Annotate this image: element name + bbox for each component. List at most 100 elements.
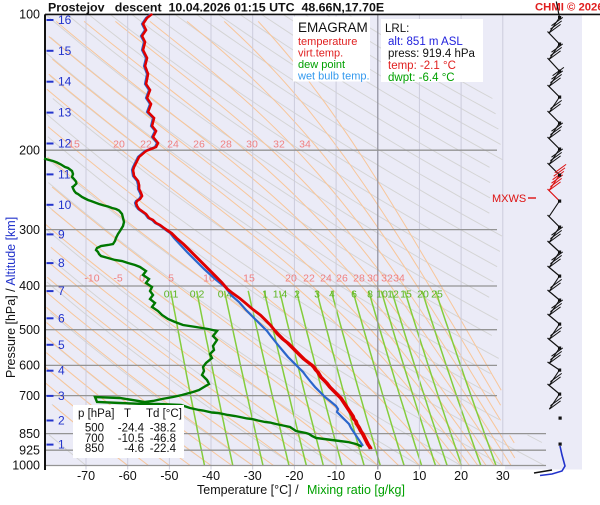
svg-text:-10: -10 — [84, 273, 99, 285]
svg-text:-50: -50 — [160, 469, 178, 483]
svg-text:1000: 1000 — [12, 459, 40, 473]
svg-text:-24.4: -24.4 — [118, 423, 145, 435]
svg-text:2: 2 — [58, 414, 65, 428]
svg-text:1.4: 1.4 — [273, 289, 288, 301]
svg-text:22: 22 — [303, 273, 315, 285]
svg-text:LRL:: LRL: — [385, 23, 409, 35]
svg-text:6: 6 — [58, 311, 65, 325]
svg-text:200: 200 — [19, 143, 40, 157]
svg-text:-5: -5 — [113, 273, 122, 285]
svg-text:-70: -70 — [77, 469, 95, 483]
svg-text:30: 30 — [367, 273, 379, 285]
svg-text:12: 12 — [58, 137, 72, 151]
svg-text:dew point: dew point — [298, 59, 345, 71]
svg-text:30: 30 — [246, 139, 258, 151]
svg-text:7: 7 — [58, 284, 65, 298]
svg-text:MXWS: MXWS — [492, 193, 526, 205]
svg-text:850: 850 — [19, 427, 40, 441]
svg-text:-10.5: -10.5 — [118, 433, 144, 445]
svg-text:100: 100 — [19, 8, 40, 22]
svg-text:14: 14 — [58, 75, 72, 89]
svg-text:20: 20 — [285, 273, 297, 285]
svg-text:500: 500 — [19, 323, 40, 337]
svg-text:15: 15 — [68, 139, 80, 151]
svg-text:11: 11 — [58, 167, 71, 181]
svg-text:dwpt: -6.4 °C: dwpt: -6.4 °C — [388, 72, 455, 84]
svg-text:500: 500 — [85, 423, 104, 435]
svg-text:3: 3 — [58, 389, 65, 403]
svg-text:20: 20 — [113, 139, 125, 151]
svg-text:4: 4 — [58, 364, 65, 378]
svg-text:0: 0 — [374, 469, 381, 483]
svg-text:13: 13 — [58, 106, 72, 120]
svg-text:10: 10 — [58, 198, 72, 212]
svg-text:-60: -60 — [119, 469, 137, 483]
svg-text:15: 15 — [400, 289, 412, 301]
svg-text:press: 919.4 hPa: press: 919.4 hPa — [388, 48, 476, 60]
svg-text:34: 34 — [393, 273, 405, 285]
svg-text:0: 0 — [139, 273, 145, 285]
svg-text:EMAGRAM: EMAGRAM — [298, 20, 368, 35]
svg-text:Prostejov descent 10.04.202: Prostejov descent 10.04.2026 01:15 UTC 4… — [48, 1, 384, 15]
svg-text:-20: -20 — [285, 469, 303, 483]
svg-text:700: 700 — [85, 433, 104, 445]
svg-text:8: 8 — [367, 289, 373, 301]
svg-text:temperature: temperature — [298, 36, 357, 48]
svg-text:0.2: 0.2 — [190, 289, 205, 301]
svg-text:1: 1 — [58, 438, 65, 452]
svg-text:26: 26 — [193, 139, 205, 151]
svg-text:22: 22 — [140, 139, 152, 151]
svg-text:25: 25 — [431, 289, 443, 301]
svg-text:10: 10 — [412, 469, 426, 483]
svg-text:10: 10 — [203, 273, 215, 285]
svg-text:925: 925 — [19, 443, 40, 457]
svg-text:virt.temp.: virt.temp. — [298, 48, 343, 60]
svg-text:alt: 851 m ASL: alt: 851 m ASL — [388, 36, 463, 48]
svg-text:2: 2 — [294, 289, 300, 301]
svg-text:15: 15 — [243, 273, 255, 285]
svg-text:8: 8 — [58, 256, 65, 270]
svg-text:400: 400 — [19, 279, 40, 293]
svg-text:600: 600 — [19, 359, 40, 373]
svg-text:wet bulb temp.: wet bulb temp. — [297, 71, 370, 83]
svg-text:T: T — [124, 408, 131, 420]
svg-text:-10: -10 — [327, 469, 345, 483]
svg-text:20: 20 — [454, 469, 468, 483]
svg-text:-4.6: -4.6 — [124, 443, 144, 455]
svg-text:-46.8: -46.8 — [150, 433, 176, 445]
svg-text:3: 3 — [314, 289, 320, 301]
svg-text:300: 300 — [19, 223, 40, 237]
svg-text:0.1: 0.1 — [164, 289, 179, 301]
svg-text:-38.2: -38.2 — [150, 423, 176, 435]
svg-text:28: 28 — [353, 273, 365, 285]
svg-text:16: 16 — [58, 13, 72, 27]
svg-text:700: 700 — [19, 389, 40, 403]
svg-text:32: 32 — [381, 273, 393, 285]
svg-text:12: 12 — [387, 289, 399, 301]
svg-text:5: 5 — [168, 273, 174, 285]
svg-text:10: 10 — [376, 289, 388, 301]
svg-text:Temperature [°C] /: Temperature [°C] / — [197, 483, 299, 497]
svg-text:temp: -2.1 °C: temp: -2.1 °C — [388, 60, 456, 72]
svg-text:1: 1 — [262, 289, 268, 301]
svg-text:24: 24 — [167, 139, 179, 151]
svg-text:CHMI © 2026: CHMI © 2026 — [535, 2, 600, 14]
svg-text:32: 32 — [273, 139, 285, 151]
svg-text:850: 850 — [85, 443, 104, 455]
svg-text:9: 9 — [58, 227, 65, 241]
svg-text:-30: -30 — [244, 469, 262, 483]
svg-text:5: 5 — [58, 338, 65, 352]
svg-text:34: 34 — [299, 139, 311, 151]
svg-text:Mixing ratio [g/kg]: Mixing ratio [g/kg] — [307, 483, 405, 497]
svg-text:6: 6 — [351, 289, 357, 301]
svg-text:Pressure [hPa] / Altitude [k: Pressure [hPa] / Altitude [km] — [4, 217, 18, 378]
svg-text:24: 24 — [320, 273, 332, 285]
svg-text:-40: -40 — [202, 469, 220, 483]
svg-text:4: 4 — [329, 289, 335, 301]
svg-text:30: 30 — [496, 469, 510, 483]
svg-text:Td [°C]: Td [°C] — [146, 408, 182, 420]
svg-text:26: 26 — [336, 273, 348, 285]
svg-text:15: 15 — [58, 44, 72, 58]
svg-text:28: 28 — [220, 139, 232, 151]
svg-text:20: 20 — [417, 289, 429, 301]
